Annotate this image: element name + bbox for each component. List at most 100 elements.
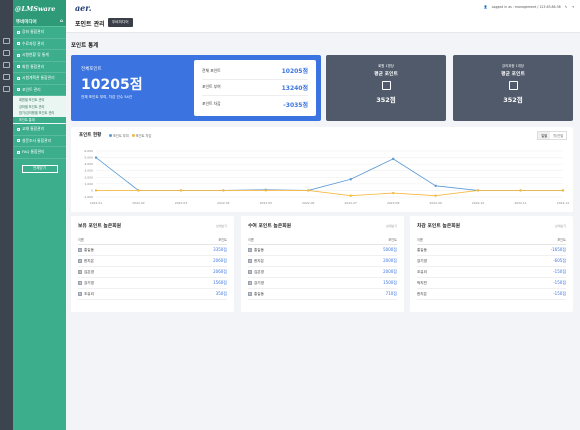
table-row[interactable]: 4 강기영 1560점 <box>78 278 227 289</box>
member-cell: 3 김은영 <box>248 269 264 275</box>
table-row[interactable]: 4 강기영 1500점 <box>248 278 397 289</box>
card-value: 352점 <box>376 96 396 104</box>
rank-badge: 3 <box>78 269 82 274</box>
point-value: 2060점 <box>213 269 227 274</box>
point-value: -150점 <box>553 291 566 296</box>
collapse-all-button[interactable]: 전체닫기 <box>21 164 58 173</box>
sidebar-item-textbook[interactable]: 교재 통합관리 <box>13 124 66 136</box>
sidebar-item-label: 강좌 통합관리 <box>22 29 45 35</box>
y-tick-label: 5,000 <box>84 156 93 160</box>
toggle-daily[interactable]: 일별 <box>538 132 551 139</box>
subitem-point-stats[interactable]: 포인트 통계 <box>13 116 66 123</box>
table-row[interactable]: 1 홍길동 3350점 <box>78 245 227 256</box>
series-line <box>95 157 563 191</box>
home-icon[interactable]: ⌂ <box>59 19 63 24</box>
table-row[interactable]: 2 한지은 2060점 <box>78 256 227 267</box>
period-toggle: 일별 월/연별 <box>537 131 567 140</box>
table-row[interactable]: 5 홍길동 710점 <box>248 289 397 300</box>
sidebar: @LMSware 뚜비미디어 ⌂ 강좌 통합관리 수료과정 관리 시험현황 및 … <box>13 0 66 430</box>
more-link[interactable]: 상세보기 <box>215 223 227 228</box>
table-row[interactable]: 박지민 -150점 <box>417 278 566 289</box>
subitem-review-points[interactable]: 참가/강의평별 포인트 관리 <box>19 111 55 115</box>
subitem-course-points[interactable]: 강좌별 포인트 관리 <box>19 104 45 109</box>
login-info: Logged in as : management / 123.63.86.36 <box>491 5 561 9</box>
user-icon[interactable] <box>3 74 10 80</box>
sidebar-item-label: 시험현황 및 통계 <box>22 52 49 58</box>
points-submenu: 회원별 포인트 관리 강좌별 포인트 관리 참가/강의평별 포인트 관리 포인트… <box>13 96 66 124</box>
table-row[interactable]: 3 김은영 2000점 <box>248 267 397 278</box>
y-tick-label: 4,000 <box>84 162 93 166</box>
more-link[interactable]: 상세보기 <box>385 223 397 228</box>
legend-label: 포인트 부여 <box>113 134 129 138</box>
sidebar-item-survey[interactable]: 설문조사 통합관리 <box>13 136 66 147</box>
member-name: 홍길동 <box>254 247 264 252</box>
sidebar-item-faq[interactable]: FAQ 통합관리 <box>13 147 66 159</box>
sidebar-item-points[interactable]: 포인트 관리 <box>13 85 66 96</box>
point-value: -605점 <box>553 258 566 263</box>
sidebar-item-completion[interactable]: 수료과정 관리 <box>13 39 66 50</box>
table-row[interactable]: 강기영 -605점 <box>417 256 566 267</box>
table-row[interactable]: 조유리 -150점 <box>417 267 566 278</box>
sidebar-item-members[interactable]: 회원 통합관리 <box>13 62 66 73</box>
checkbox-icon <box>17 127 20 131</box>
table-row[interactable]: 한지은 -150점 <box>417 289 566 300</box>
points-breakdown: 전체 포인트 10205점 포인트 부여 13240점 포인트 차감 -3035점 <box>194 60 316 116</box>
member-cell: 홍길동 <box>417 248 427 253</box>
table-row[interactable]: 5 조유리 350점 <box>78 289 227 300</box>
point-value: 1560점 <box>213 280 227 285</box>
col-point: 포인트 <box>388 238 397 242</box>
point-value: 1500점 <box>383 280 397 285</box>
member-cell: 2 한지은 <box>78 258 94 264</box>
point-value: -150점 <box>553 280 566 285</box>
rank-badge: 4 <box>78 280 82 285</box>
more-link[interactable]: 상세보기 <box>554 223 566 228</box>
series-point <box>476 189 480 192</box>
edit-icon[interactable]: ✎ <box>564 5 568 9</box>
menu-icon[interactable] <box>3 38 10 44</box>
subitem-member-points[interactable]: 회원별 포인트 관리 <box>19 98 45 102</box>
total-sub: 전체 포인트 부여, 차감 건수 54건 <box>81 95 133 99</box>
course-icon <box>508 81 518 90</box>
book-icon[interactable] <box>3 50 10 56</box>
user-info: 👤 Logged in as : management / 123.63.86.… <box>484 5 574 9</box>
legend-item: 포인트 차감 <box>131 133 151 138</box>
sidebar-item-course[interactable]: 강좌 통합관리 <box>13 27 66 39</box>
user-icon: 👤 <box>483 5 488 9</box>
sidebar-item-exam-stats[interactable]: 시험현황 및 통계 <box>13 50 66 62</box>
brand-logo[interactable]: aer. <box>75 3 92 13</box>
table-row[interactable]: 1 홍길동 5000점 <box>248 245 397 256</box>
member-name: 한지은 <box>254 258 264 263</box>
x-tick-label: 2022.05 <box>260 201 272 205</box>
member-cell: 강기영 <box>417 259 427 264</box>
table-row[interactable]: 홍길동 -1650점 <box>417 245 566 256</box>
chart-icon[interactable] <box>3 62 10 68</box>
member-cell: 한지은 <box>417 292 427 297</box>
member-name: 홍길동 <box>254 291 264 296</box>
logout-icon[interactable]: ⇥ <box>571 5 574 9</box>
checkbox-icon <box>17 30 20 34</box>
x-tick-label: 2022.03 <box>175 201 187 205</box>
table-row[interactable]: 3 김은영 2060점 <box>78 267 227 278</box>
rank-badge: 5 <box>248 291 252 296</box>
series-point <box>349 178 352 181</box>
rank-badge: 2 <box>78 258 82 263</box>
top-deducted-table: 차감 포인트 높은회원 상세보기 이름 포인트 홍길동 -1650점 강기영 -605점 조… <box>410 216 573 312</box>
table-row[interactable]: 2 한지은 2000점 <box>248 256 397 267</box>
series-point <box>222 189 225 192</box>
chart-panel: 6,000 5,000 4,000 3,000 2,000 1,000 0 -1,000 202… <box>71 127 573 212</box>
series-point <box>307 189 310 192</box>
member-cell: 1 홍길동 <box>78 247 94 253</box>
avg-course-card: 강의과정 1개당 평균 포인트 352점 <box>453 55 573 121</box>
series-point <box>94 189 98 192</box>
sidebar-item-exam-plan[interactable]: 시험계획관 통합관리 <box>13 73 66 85</box>
point-value: -1650점 <box>550 247 566 252</box>
col-name: 이름 <box>417 238 423 242</box>
series-point <box>561 189 565 192</box>
org-menu[interactable]: 뚜비미디어 ⌂ <box>13 17 66 27</box>
doc-icon[interactable] <box>3 86 10 92</box>
toggle-monthly[interactable]: 월/연별 <box>553 134 563 138</box>
y-tick-label: 0 <box>91 188 93 192</box>
icon-rail <box>0 0 13 430</box>
org-button[interactable]: 뚜비미디어 <box>108 18 133 27</box>
chart-legend: 포인트 부여 포인트 차감 <box>109 133 151 138</box>
